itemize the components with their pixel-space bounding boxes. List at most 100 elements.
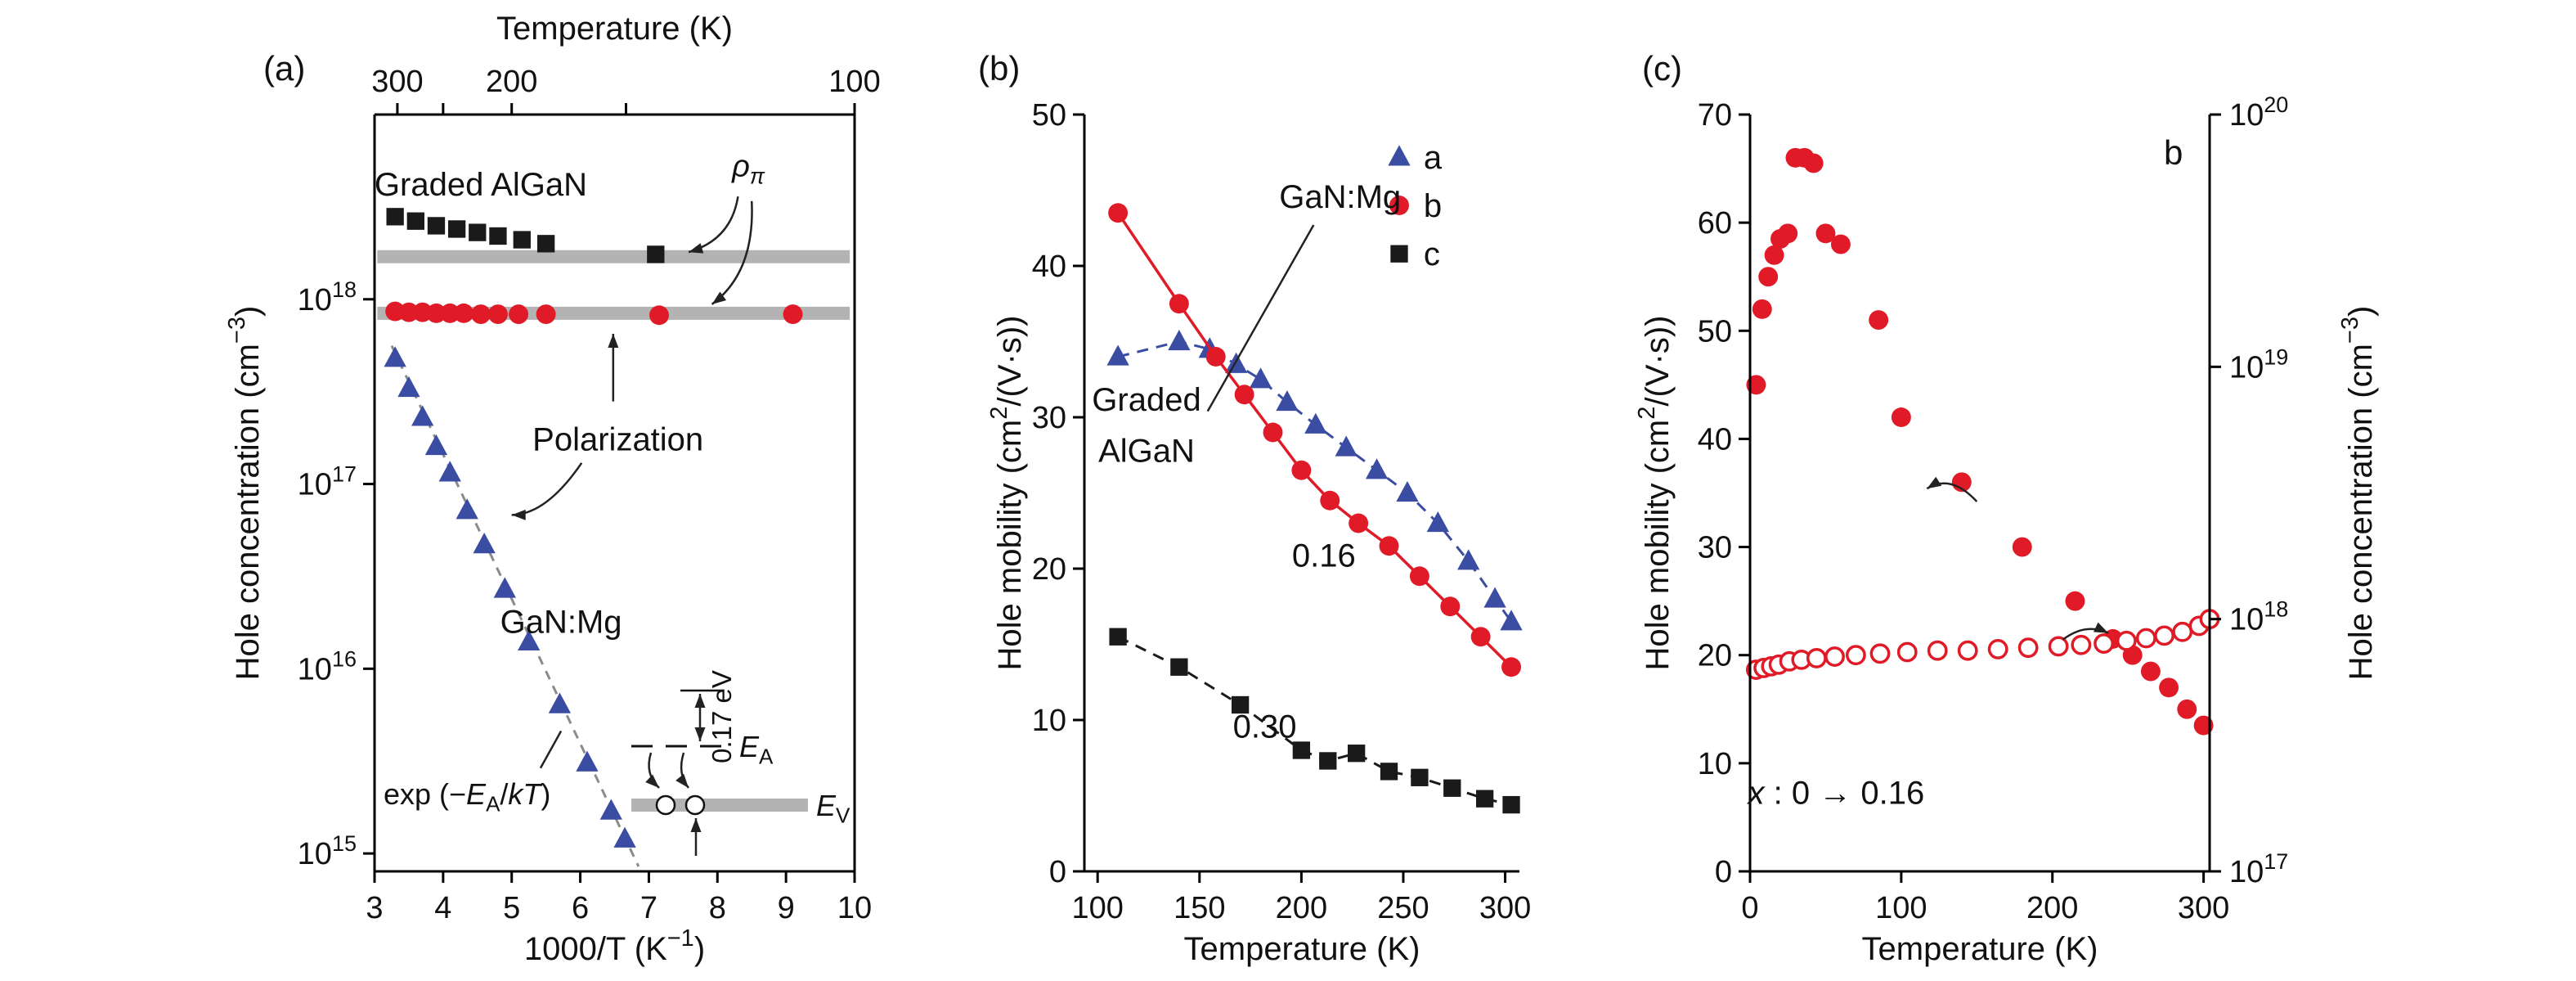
arrowhead bbox=[645, 774, 659, 788]
svg-text:x : 0 → 0.16: x : 0 → 0.16 bbox=[1747, 776, 1925, 812]
svg-text:1016: 1016 bbox=[298, 646, 357, 686]
svg-text:20: 20 bbox=[1032, 552, 1066, 587]
circle-marker bbox=[1806, 648, 1827, 668]
square-marker bbox=[1390, 245, 1408, 263]
svg-text:70: 70 bbox=[1698, 98, 1732, 133]
svg-text:Temperature (K): Temperature (K) bbox=[1184, 931, 1420, 967]
circle-marker bbox=[1927, 640, 1948, 661]
svg-text:10: 10 bbox=[837, 891, 872, 925]
svg-text:30: 30 bbox=[1698, 531, 1732, 565]
svg-text:4: 4 bbox=[434, 891, 451, 925]
svg-text:3: 3 bbox=[366, 891, 383, 925]
square-marker bbox=[1411, 768, 1429, 786]
arrowhead bbox=[2093, 622, 2109, 633]
svg-text:GaN:Mg: GaN:Mg bbox=[500, 605, 622, 641]
arrowhead bbox=[694, 694, 706, 708]
svg-text:Hole concentration (cm−3): Hole concentration (cm−3) bbox=[224, 306, 266, 681]
square-marker bbox=[469, 223, 487, 241]
triangle-marker bbox=[613, 826, 636, 848]
svg-text:0.16: 0.16 bbox=[1292, 538, 1356, 574]
circle-marker bbox=[426, 303, 447, 323]
svg-text:Hole concentration (cm−3): Hole concentration (cm−3) bbox=[2337, 306, 2379, 681]
circle-marker bbox=[1896, 641, 1918, 663]
svg-text:AlGaN: AlGaN bbox=[1098, 434, 1195, 470]
circle-marker bbox=[1349, 513, 1369, 533]
circle-marker bbox=[509, 304, 529, 325]
annotations-b: GaN:Mg Graded AlGaN 0.16 0.30 bbox=[1092, 179, 1401, 745]
svg-text:8: 8 bbox=[709, 891, 726, 925]
square-marker bbox=[1502, 795, 1520, 814]
circle-marker bbox=[783, 304, 803, 325]
svg-text:100: 100 bbox=[1071, 891, 1123, 925]
svg-text:c: c bbox=[1424, 236, 1440, 272]
series-gan-mg-concentration bbox=[384, 346, 636, 848]
circle-marker bbox=[2159, 677, 2179, 698]
axes-a: 3 4 5 6 7 8 9 10 1000/T (K−1) 300 200 100 Temperatur… bbox=[224, 11, 881, 967]
triangle-marker bbox=[456, 498, 478, 520]
panel-label-a: (a) bbox=[263, 49, 305, 88]
arrowhead bbox=[608, 334, 619, 349]
svg-text:6: 6 bbox=[572, 891, 589, 925]
circle-marker bbox=[1987, 639, 2008, 659]
square-marker bbox=[447, 220, 466, 238]
triangle-marker bbox=[548, 692, 572, 713]
circle-marker bbox=[2065, 591, 2085, 611]
arrowhead bbox=[675, 773, 689, 788]
hole-circle bbox=[684, 794, 706, 816]
svg-text:1018: 1018 bbox=[298, 277, 357, 317]
svg-text:300: 300 bbox=[1479, 891, 1531, 925]
svg-text:Temperature (K): Temperature (K) bbox=[1862, 931, 2098, 967]
series-polarization-concentration bbox=[385, 301, 803, 326]
circle-marker bbox=[536, 304, 556, 325]
square-marker bbox=[1109, 628, 1127, 646]
svg-text:exp (−EA/kT): exp (−EA/kT) bbox=[384, 777, 550, 817]
circle-marker bbox=[1758, 267, 1779, 287]
series-graded-algan-hole-concentration bbox=[1745, 609, 2220, 680]
circle-marker bbox=[1501, 657, 1521, 677]
circle-marker bbox=[1291, 460, 1312, 480]
circle-marker bbox=[1957, 640, 1978, 661]
series-graded-algan-concentration bbox=[386, 208, 665, 263]
svg-text:a: a bbox=[1424, 140, 1443, 176]
svg-text:0.30: 0.30 bbox=[1233, 709, 1297, 745]
circle-marker bbox=[2140, 661, 2161, 682]
svg-text:20: 20 bbox=[1698, 639, 1732, 673]
circle-marker bbox=[2094, 633, 2115, 654]
svg-text:40: 40 bbox=[1032, 250, 1066, 284]
triangle-marker bbox=[518, 629, 541, 651]
triangle-marker bbox=[424, 434, 448, 456]
circle-marker bbox=[1764, 245, 1784, 265]
svg-text:1020: 1020 bbox=[2229, 92, 2288, 133]
square-marker bbox=[1380, 763, 1398, 781]
arrowhead bbox=[694, 727, 706, 741]
square-marker bbox=[647, 245, 665, 263]
square-marker bbox=[1292, 741, 1311, 759]
square-marker bbox=[1231, 695, 1250, 714]
circle-marker bbox=[1778, 223, 1798, 244]
square-marker bbox=[489, 227, 507, 245]
circle-marker bbox=[1320, 490, 1340, 511]
triangle-marker bbox=[397, 376, 420, 398]
series-graded-algan-mobility bbox=[1746, 147, 2214, 736]
circle-marker bbox=[2116, 630, 2137, 651]
circle-marker bbox=[1845, 645, 1866, 666]
circle-marker bbox=[2012, 537, 2032, 557]
circle-marker bbox=[1379, 536, 1399, 556]
circle-marker bbox=[1263, 422, 1283, 443]
svg-text:200: 200 bbox=[2026, 891, 2078, 925]
square-marker bbox=[1347, 745, 1366, 763]
square-marker bbox=[1170, 658, 1188, 676]
annotation-arrow bbox=[511, 462, 583, 516]
svg-text:1018: 1018 bbox=[2229, 597, 2288, 637]
square-marker bbox=[1443, 779, 1461, 797]
circle-marker bbox=[440, 303, 460, 323]
triangle-marker bbox=[1500, 610, 1523, 631]
svg-text:9: 9 bbox=[778, 891, 795, 925]
triangle-marker bbox=[576, 750, 599, 772]
circle-marker bbox=[1389, 196, 1409, 215]
triangle-marker bbox=[1304, 412, 1327, 434]
circle-marker bbox=[1815, 223, 1836, 244]
